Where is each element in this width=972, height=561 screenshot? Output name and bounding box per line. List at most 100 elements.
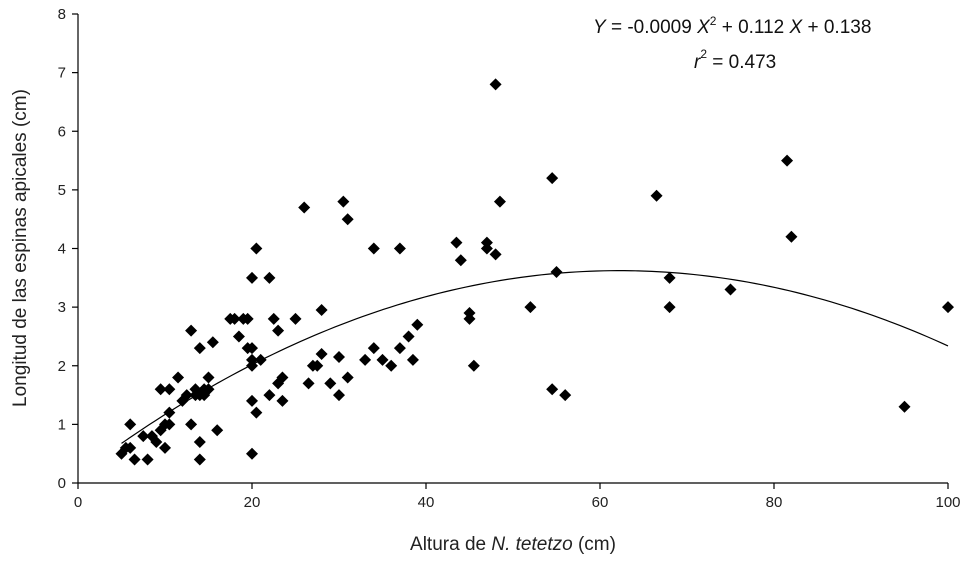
data-point <box>315 348 328 361</box>
data-point <box>246 271 258 284</box>
data-point <box>302 377 315 390</box>
data-point <box>333 389 345 402</box>
data-point <box>163 383 176 396</box>
data-point <box>250 242 263 255</box>
data-point <box>546 172 559 185</box>
data-point <box>124 441 137 454</box>
data-point <box>193 435 206 448</box>
data-point <box>172 371 185 384</box>
data-point <box>663 301 676 314</box>
data-point <box>650 189 663 202</box>
data-point <box>489 78 502 91</box>
data-point <box>206 336 219 349</box>
y-tick-label: 8 <box>58 6 66 23</box>
data-point <box>311 359 324 372</box>
eq-x2-var: X <box>696 17 711 38</box>
data-point <box>781 154 794 167</box>
data-point <box>276 371 289 384</box>
data-point <box>193 453 206 466</box>
x-axis-title: Altura de N. tetetzo (cm) <box>410 534 616 555</box>
eq-x2-exponent: 2 <box>710 14 717 28</box>
eq-coef-c: + 0.138 <box>802 17 871 38</box>
y-ticks: 0 1 2 3 4 5 6 7 8 <box>58 6 78 492</box>
data-point <box>898 400 911 413</box>
data-point <box>324 377 337 390</box>
x-tick-label: 40 <box>418 494 435 511</box>
r-exponent: 2 <box>700 47 707 61</box>
data-point <box>367 242 380 255</box>
data-point <box>402 330 415 343</box>
y-tick-label: 0 <box>58 475 66 492</box>
y-axis-title: Longitud de las espinas apicales (cm) <box>10 89 31 407</box>
y-tick-label: 4 <box>58 241 66 258</box>
data-point <box>785 230 798 243</box>
eq-coef-b: + 0.112 <box>716 17 789 38</box>
data-point <box>185 418 198 431</box>
data-point <box>267 312 280 325</box>
data-point <box>550 265 563 278</box>
data-point <box>942 301 954 314</box>
data-point <box>137 430 150 443</box>
data-point <box>128 453 141 466</box>
data-point <box>163 406 176 419</box>
eq-coef-a: = -0.0009 <box>606 17 697 38</box>
r-value: = 0.473 <box>707 52 776 73</box>
data-point <box>180 389 193 402</box>
data-point <box>232 330 245 343</box>
regression-equation: Y = -0.0009 X2 + 0.112 X + 0.138 <box>593 14 871 38</box>
data-point <box>246 342 258 355</box>
data-point <box>406 353 419 366</box>
x-axis-title-prefix: Altura de <box>410 534 491 555</box>
data-point <box>393 242 406 255</box>
r-var: r <box>694 52 701 73</box>
data-point <box>211 424 224 437</box>
data-point <box>263 271 276 284</box>
data-point <box>341 371 354 384</box>
data-point <box>272 324 285 337</box>
data-point <box>246 447 258 460</box>
data-point <box>276 394 289 407</box>
x-axis-title-suffix: (cm) <box>573 534 616 555</box>
data-point <box>228 312 241 325</box>
data-point <box>376 353 389 366</box>
data-point <box>263 389 276 402</box>
data-point <box>393 342 406 355</box>
y-tick-label: 3 <box>58 299 66 316</box>
data-point <box>298 201 311 214</box>
data-point <box>159 441 171 454</box>
x-tick-label: 20 <box>244 494 261 511</box>
data-point <box>341 213 354 226</box>
axes <box>77 14 948 484</box>
data-point <box>163 418 176 431</box>
r-squared: r2 = 0.473 <box>694 47 776 73</box>
data-point <box>250 406 263 419</box>
y-tick-label: 7 <box>58 65 66 82</box>
fit-curve <box>121 270 949 444</box>
data-point <box>463 312 476 325</box>
x-tick-label: 60 <box>592 494 609 511</box>
data-point <box>450 236 463 249</box>
y-tick-label: 2 <box>58 358 66 375</box>
data-point <box>546 383 559 396</box>
data-point <box>185 324 198 337</box>
x-tick-label: 100 <box>935 494 960 511</box>
data-point <box>124 418 137 431</box>
data-point <box>241 312 254 325</box>
data-point <box>559 389 572 402</box>
data-points <box>115 78 954 466</box>
data-point <box>385 359 398 372</box>
data-point <box>154 383 167 396</box>
data-point <box>489 248 502 261</box>
data-point <box>467 359 480 372</box>
data-point <box>359 353 372 366</box>
y-tick-label: 6 <box>58 123 66 140</box>
data-point <box>202 371 215 384</box>
data-point <box>150 435 163 448</box>
data-point <box>367 342 380 355</box>
data-point <box>480 242 493 255</box>
data-point <box>724 283 737 296</box>
y-tick-label: 5 <box>58 182 66 199</box>
data-point <box>411 318 424 331</box>
